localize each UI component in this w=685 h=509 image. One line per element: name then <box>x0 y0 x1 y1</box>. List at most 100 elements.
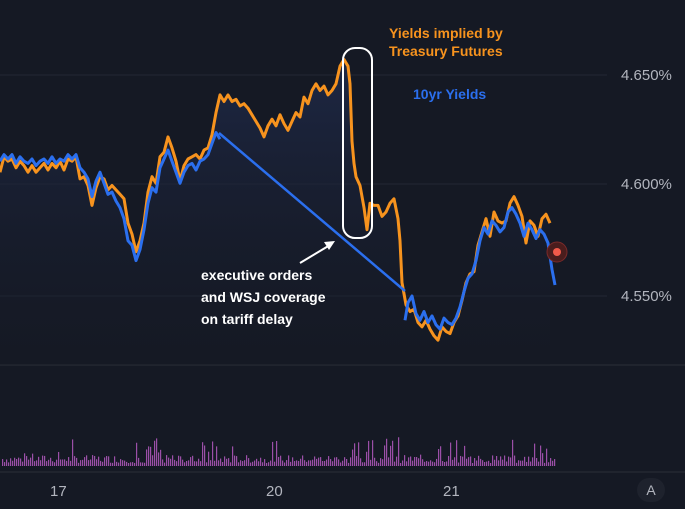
volume-bar <box>460 455 462 466</box>
volume-bar <box>312 459 314 466</box>
volume-bar <box>218 460 220 466</box>
volume-bar <box>396 456 398 466</box>
volume-bar <box>540 445 542 466</box>
volume-bar <box>450 442 452 466</box>
volume-bar <box>48 459 50 466</box>
volume-bar <box>146 449 148 466</box>
volume-bar <box>378 462 380 466</box>
volume-bar <box>178 455 180 466</box>
volume-bar <box>422 459 424 466</box>
volume-bar <box>304 460 306 466</box>
volume-bar <box>20 458 22 466</box>
annotation-line-2: and WSJ coverage <box>201 289 326 305</box>
spike-highlight-box <box>342 47 373 239</box>
y-tick-4650: 4.650% <box>621 67 672 84</box>
volume-bar <box>84 457 86 466</box>
volume-bar <box>360 458 362 466</box>
volume-bar <box>390 445 392 466</box>
volume-bar <box>462 456 464 466</box>
volume-bar <box>400 462 402 466</box>
volume-bar <box>56 459 58 466</box>
y-tick-4600: 4.600% <box>621 176 672 193</box>
volume-bar <box>356 456 358 466</box>
volume-bar <box>152 455 154 466</box>
volume-bar <box>512 439 514 466</box>
volume-bar <box>258 461 260 466</box>
volume-bar <box>108 456 110 466</box>
volume-bar <box>434 462 436 466</box>
volume-bar <box>468 457 470 466</box>
volume-bar <box>342 460 344 466</box>
volume-bar <box>250 462 252 466</box>
volume-bar <box>150 446 152 466</box>
volume-bar <box>352 449 354 466</box>
volume-bar <box>236 456 238 466</box>
volume-bar <box>122 460 124 466</box>
volume-bar <box>198 458 200 466</box>
volume-bar <box>370 459 372 466</box>
volume-bar <box>176 461 178 466</box>
volume-bar <box>522 460 524 466</box>
tenyr-yield-line <box>0 131 557 331</box>
volume-bar <box>126 461 128 466</box>
volume-bar <box>244 460 246 466</box>
volume-bar <box>224 456 226 466</box>
volume-bar <box>40 460 42 466</box>
volume-bar <box>196 461 198 466</box>
volume-bar <box>306 461 308 466</box>
volume-bar <box>96 459 98 466</box>
volume-bar <box>278 456 280 466</box>
volume-bar <box>102 461 104 466</box>
y-tick-4550: 4.550% <box>621 288 672 305</box>
volume-bar <box>498 460 500 466</box>
volume-bar <box>24 453 26 466</box>
auto-scale-button[interactable]: A <box>637 478 665 502</box>
volume-bar <box>430 460 432 466</box>
volume-bar <box>470 456 472 466</box>
volume-bar <box>486 461 488 466</box>
volume-bar <box>428 461 430 466</box>
volume-bar <box>120 459 122 466</box>
volume-bar <box>300 458 302 466</box>
volume-bar <box>206 462 208 466</box>
volume-bar <box>210 460 212 466</box>
volume-bar <box>174 459 176 466</box>
volume-bar <box>256 458 258 466</box>
volume-bar <box>484 462 486 466</box>
volume-bar <box>548 462 550 466</box>
volume-bar <box>500 456 502 466</box>
volume-bar <box>286 460 288 466</box>
gap-connector-line <box>218 132 406 292</box>
volume-bar <box>264 459 266 466</box>
volume-bar <box>412 460 414 466</box>
volume-bar <box>184 462 186 466</box>
volume-bar <box>54 462 56 466</box>
volume-bar <box>88 460 90 466</box>
volume-bar <box>482 460 484 466</box>
volume-bar <box>78 462 80 466</box>
volume-bar <box>408 457 410 466</box>
volume-bar <box>242 461 244 466</box>
volume-bar <box>60 459 62 466</box>
x-tick-20: 20 <box>266 483 283 500</box>
volume-bar <box>302 455 304 466</box>
volume-bar <box>240 460 242 466</box>
volume-bar <box>58 451 60 466</box>
volume-bar <box>42 455 44 466</box>
volume-bar <box>292 457 294 466</box>
volume-bar <box>82 459 84 466</box>
volume-bar <box>74 456 76 466</box>
volume-bar <box>474 458 476 466</box>
volume-bar <box>148 446 150 466</box>
volume-bar <box>118 462 120 466</box>
volume-bar <box>220 458 222 466</box>
volume-bar <box>76 457 78 466</box>
volume-bar <box>162 459 164 466</box>
volume-bar <box>192 455 194 466</box>
volume-bar <box>346 459 348 466</box>
volume-bar <box>270 460 272 466</box>
volume-bar <box>528 456 530 466</box>
volume-bar <box>476 460 478 466</box>
volume-bar <box>432 461 434 466</box>
volume-bar <box>546 448 548 466</box>
